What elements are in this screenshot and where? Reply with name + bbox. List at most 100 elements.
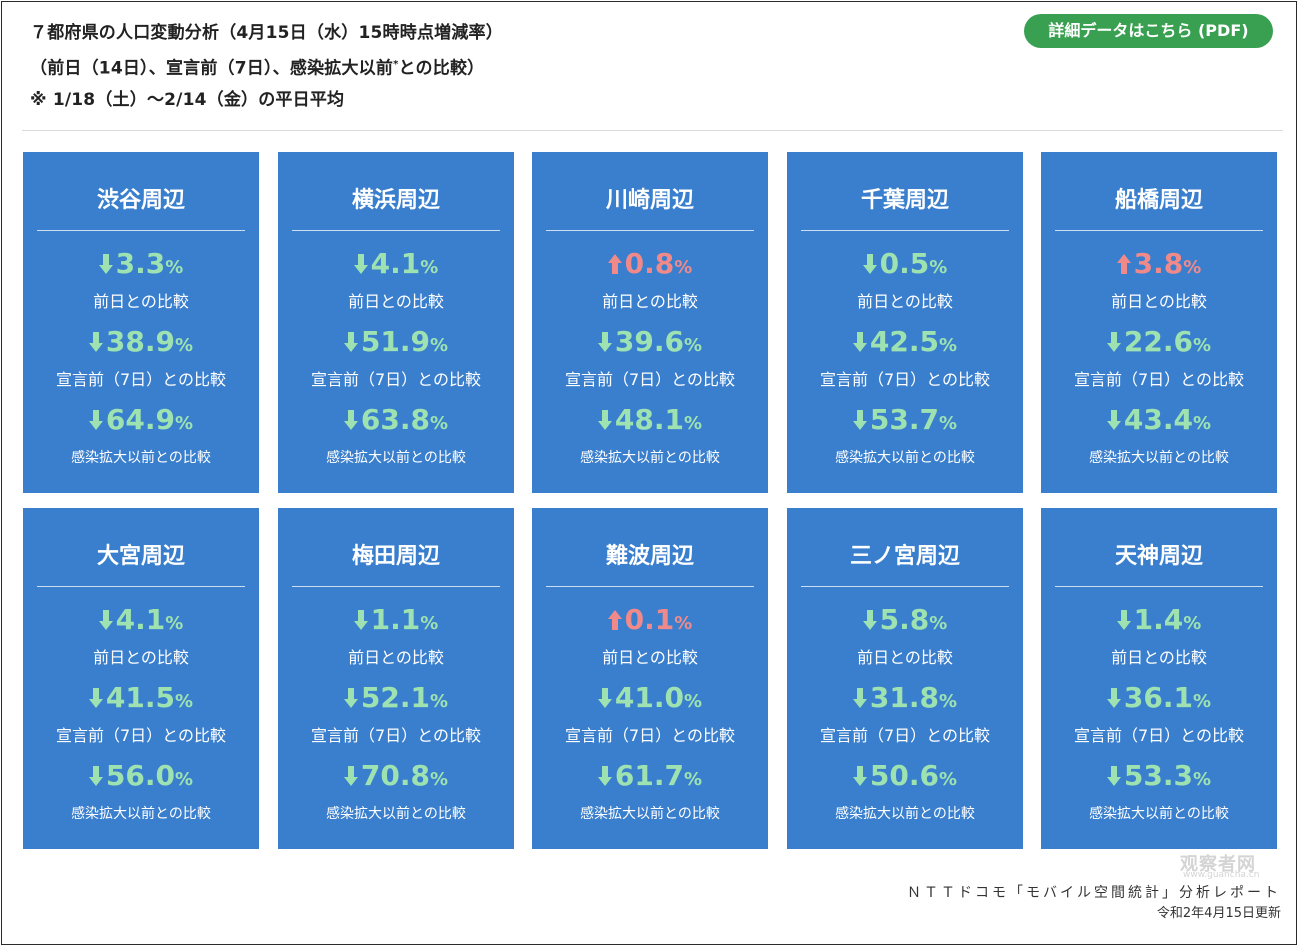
- change-rate-d2: 38.9%: [23, 326, 259, 362]
- area-card: 難波周辺 0.1% 前日との比較 41.0% 宣言前（7日）との比較 61.7% 感染拡大以…: [532, 508, 768, 849]
- rate-number: 0.1: [624, 603, 675, 636]
- rate-number: 31.8: [869, 681, 940, 714]
- percent-unit: %: [1183, 613, 1202, 634]
- card-divider: [801, 586, 1009, 587]
- percent-unit: %: [939, 769, 958, 790]
- area-name: 船橋周辺: [1114, 188, 1203, 213]
- percent-unit: %: [430, 335, 449, 356]
- percent-unit: %: [175, 335, 194, 356]
- change-rate-d2: 41.0%: [532, 682, 768, 718]
- change-rate-d3: 53.3%: [1041, 760, 1277, 796]
- area-card: 千葉周辺 0.5% 前日との比較 42.5% 宣言前（7日）との比較 53.7% 感染拡大以…: [787, 152, 1023, 493]
- percent-unit: %: [175, 413, 194, 434]
- change-rate-d3: 53.7%: [787, 404, 1023, 440]
- change-rate-d1: 3.8%: [1041, 248, 1277, 284]
- change-rate-d3: 63.8%: [278, 404, 514, 440]
- comparison-label: 宣言前（7日）との比較: [564, 370, 736, 389]
- rate-number: 43.4: [1123, 403, 1194, 436]
- rate-number: 39.6: [614, 325, 685, 358]
- area-card: 川崎周辺 0.8% 前日との比較 39.6% 宣言前（7日）との比較 48.1% 感染拡大以…: [532, 152, 768, 493]
- rate-number: 3.8: [1133, 247, 1184, 280]
- arrow-down-icon: [343, 332, 358, 352]
- change-rate-d2: 39.6%: [532, 326, 768, 362]
- comparison-label: 宣言前（7日）との比較: [1073, 726, 1245, 745]
- comparison-label: 前日との比較: [1111, 648, 1207, 667]
- change-rate-d1: 4.1%: [278, 248, 514, 284]
- footer-updated-date: 令和2年4月15日更新: [1156, 906, 1281, 921]
- rate-number: 4.1: [370, 247, 421, 280]
- comparison-label: 前日との比較: [348, 292, 444, 311]
- percent-unit: %: [430, 769, 449, 790]
- percent-unit: %: [1193, 335, 1212, 356]
- percent-unit: %: [684, 691, 703, 712]
- area-name: 三ノ宮周辺: [849, 544, 960, 569]
- rate-number: 51.9: [360, 325, 431, 358]
- comparison-label: 感染拡大以前との比較: [71, 806, 211, 822]
- comparison-label: 宣言前（7日）との比較: [564, 726, 736, 745]
- card-divider: [1055, 586, 1263, 587]
- page-header: ７都府県の人口変動分析（4月15日（水）15時時点増減率） （前日（14日）、宣…: [30, 18, 930, 116]
- comparison-label: 宣言前（7日）との比較: [819, 726, 991, 745]
- area-card: 船橋周辺 3.8% 前日との比較 22.6% 宣言前（7日）との比較 43.4% 感染拡大以…: [1041, 152, 1277, 493]
- arrow-down-icon: [852, 410, 867, 430]
- area-card: 天神周辺 1.4% 前日との比較 36.1% 宣言前（7日）との比較 53.3% 感染拡大以…: [1041, 508, 1277, 849]
- comparison-label: 感染拡大以前との比較: [835, 806, 975, 822]
- arrow-down-icon: [1106, 332, 1121, 352]
- percent-unit: %: [674, 613, 693, 634]
- comparison-label: 宣言前（7日）との比較: [1073, 370, 1245, 389]
- percent-unit: %: [684, 769, 703, 790]
- card-divider: [1055, 230, 1263, 231]
- area-name: 大宮周辺: [96, 544, 185, 569]
- rate-number: 53.3: [1123, 759, 1194, 792]
- rate-number: 50.6: [869, 759, 940, 792]
- percent-unit: %: [1183, 257, 1202, 278]
- change-rate-d1: 5.8%: [787, 604, 1023, 640]
- change-rate-d1: 0.5%: [787, 248, 1023, 284]
- comparison-label: 前日との比較: [602, 648, 698, 667]
- arrow-down-icon: [597, 410, 612, 430]
- percent-unit: %: [175, 691, 194, 712]
- arrow-down-icon: [597, 766, 612, 786]
- card-divider: [37, 586, 245, 587]
- rate-number: 41.5: [105, 681, 176, 714]
- percent-unit: %: [175, 769, 194, 790]
- area-name: 横浜周辺: [351, 188, 440, 213]
- comparison-label: 感染拡大以前との比較: [326, 450, 466, 466]
- area-name: 難波周辺: [605, 544, 694, 569]
- footnote-text: ※ 1/18（土）～2/14（金）の平日平均: [30, 89, 345, 110]
- rate-number: 1.1: [370, 603, 421, 636]
- pdf-download-button[interactable]: 詳細データはこちら (PDF): [1024, 14, 1273, 48]
- rate-number: 36.1: [1123, 681, 1194, 714]
- change-rate-d3: 50.6%: [787, 760, 1023, 796]
- arrow-down-icon: [88, 766, 103, 786]
- comparison-label: 宣言前（7日）との比較: [310, 726, 482, 745]
- percent-unit: %: [165, 257, 184, 278]
- percent-unit: %: [929, 257, 948, 278]
- comparison-label: 感染拡大以前との比較: [580, 450, 720, 466]
- area-card: 横浜周辺 4.1% 前日との比較 51.9% 宣言前（7日）との比較 63.8% 感染拡大以…: [278, 152, 514, 493]
- rate-number: 38.9: [105, 325, 176, 358]
- rate-number: 0.8: [624, 247, 675, 280]
- rate-number: 3.3: [115, 247, 166, 280]
- change-rate-d2: 51.9%: [278, 326, 514, 362]
- percent-unit: %: [420, 257, 439, 278]
- subtitle-part-2: との比較）: [398, 58, 485, 79]
- header-divider: [22, 130, 1283, 131]
- percent-unit: %: [430, 691, 449, 712]
- comparison-label: 前日との比較: [857, 648, 953, 667]
- comparison-label: 宣言前（7日）との比較: [55, 370, 227, 389]
- comparison-label: 感染拡大以前との比較: [1089, 450, 1229, 466]
- comparison-label: 感染拡大以前との比較: [835, 450, 975, 466]
- arrow-down-icon: [343, 766, 358, 786]
- area-card: 梅田周辺 1.1% 前日との比較 52.1% 宣言前（7日）との比較 70.8% 感染拡大以…: [278, 508, 514, 849]
- arrow-down-icon: [852, 688, 867, 708]
- arrow-up-icon: [607, 254, 622, 274]
- footer-source: ＮＴＴドコモ「モバイル空間統計」分析レポート: [907, 885, 1281, 901]
- arrow-down-icon: [88, 410, 103, 430]
- comparison-label: 感染拡大以前との比較: [71, 450, 211, 466]
- change-rate-d1: 0.8%: [532, 248, 768, 284]
- arrow-down-icon: [88, 688, 103, 708]
- watermark-url: www.guancha.cn: [1183, 870, 1260, 880]
- rate-number: 52.1: [360, 681, 431, 714]
